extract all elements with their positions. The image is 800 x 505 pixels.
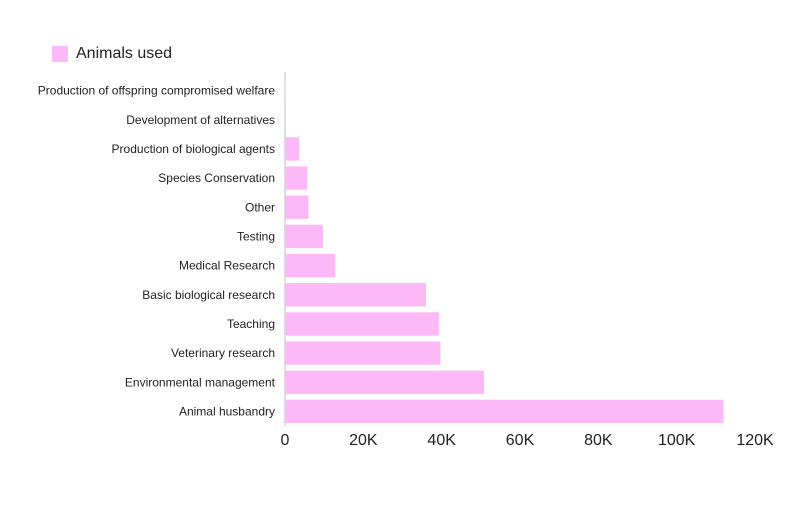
bar — [285, 78, 286, 103]
y-tick-label: Species Conservation — [158, 171, 275, 185]
bar — [285, 195, 309, 219]
y-tick-label: Other — [245, 200, 275, 214]
bar — [285, 137, 300, 161]
bar — [285, 283, 426, 307]
bar — [285, 108, 286, 132]
bar — [285, 224, 323, 249]
y-tick-label: Testing — [237, 229, 275, 243]
bar — [285, 253, 336, 278]
y-tick-label: Veterinary research — [171, 346, 275, 360]
x-tick-label: 120K — [736, 432, 774, 449]
y-tick-label: Basic biological research — [142, 288, 275, 302]
y-tick-label: Medical Research — [179, 259, 275, 273]
y-tick-label: Development of alternatives — [126, 113, 275, 127]
y-tick-label: Production of offspring compromised welf… — [38, 84, 276, 98]
x-tick-label: 20K — [349, 432, 378, 449]
y-tick-label: Animal husbandry — [179, 404, 275, 418]
x-tick-label: 40K — [427, 432, 456, 449]
bar — [285, 370, 484, 394]
bar — [285, 312, 439, 336]
legend: Animals used — [52, 45, 172, 63]
legend-label: Animals used — [76, 45, 173, 62]
bar — [285, 166, 308, 190]
x-tick-label: 60K — [506, 432, 535, 449]
bar — [285, 341, 441, 365]
y-tick-label: Environmental management — [125, 375, 276, 389]
x-tick-label: 80K — [584, 432, 613, 449]
legend-swatch — [52, 46, 68, 62]
y-tick-label: Teaching — [227, 317, 275, 331]
y-tick-label: Production of biological agents — [112, 142, 275, 156]
bar — [285, 399, 724, 424]
x-tick-label: 0 — [281, 432, 290, 449]
x-tick-label: 100K — [658, 432, 696, 449]
